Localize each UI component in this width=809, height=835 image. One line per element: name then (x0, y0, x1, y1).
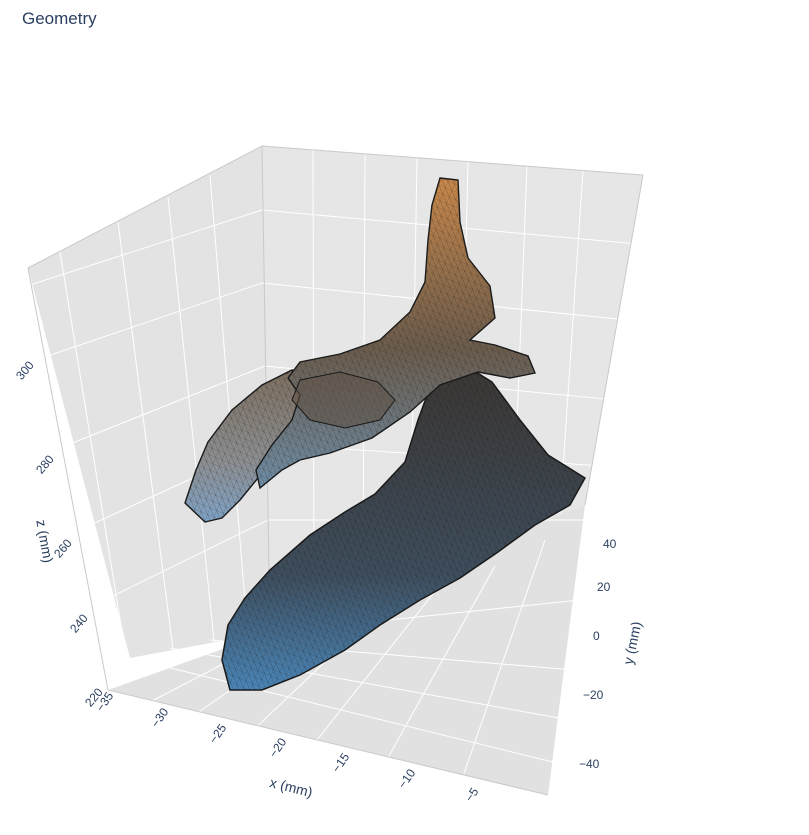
x-tick-25: −25 (206, 721, 229, 746)
back-wall-left (28, 146, 270, 658)
mesh-surface[interactable] (184, 177, 587, 691)
z-tick-300: 300 (13, 358, 37, 383)
y-axis-ticks: −40 −20 0 20 40 (579, 537, 617, 771)
z-tick-280: 280 (33, 452, 57, 477)
x-tick-15: −15 (329, 750, 352, 775)
y-tick-0: 0 (593, 629, 600, 643)
floor-pane (108, 505, 585, 795)
x-tick-10: −10 (395, 766, 418, 791)
y-axis-title: y (mm) (620, 620, 645, 666)
y-tick-40: −40 (579, 757, 600, 771)
z-tick-240: 240 (67, 611, 91, 636)
mesh-inner-loop (291, 371, 396, 429)
y-tick-20: −20 (583, 688, 604, 702)
y-tick-pos40: 40 (603, 537, 617, 551)
chart-title: Geometry (22, 9, 97, 28)
x-tick-5: −5 (462, 785, 482, 805)
x-tick-30: −30 (148, 705, 171, 730)
z-axis-title: z (mm) (33, 518, 56, 564)
y-tick-pos20: 20 (597, 580, 611, 594)
x-axis-title: x (mm) (268, 774, 314, 800)
x-tick-20: −20 (266, 735, 289, 760)
